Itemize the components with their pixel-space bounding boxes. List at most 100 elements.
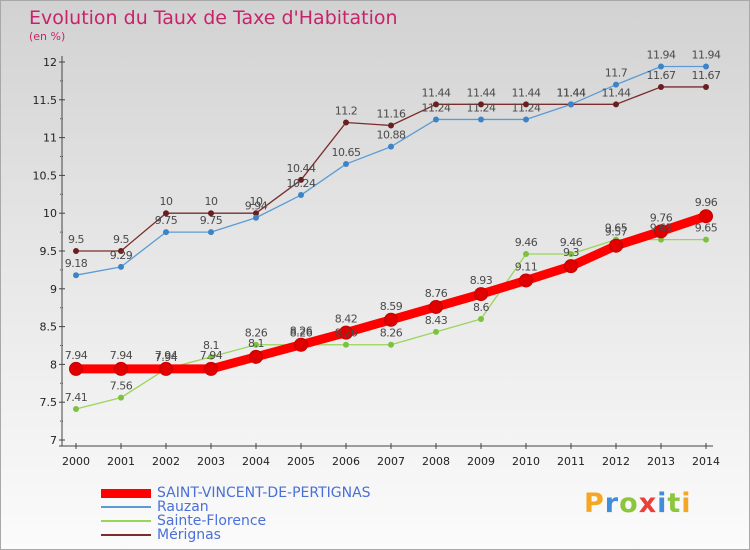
y-tick-label: 7.5 (40, 396, 58, 409)
data-point (433, 101, 439, 108)
data-label: 9.18 (65, 257, 88, 270)
data-label: 10.44 (287, 162, 316, 175)
x-tick-label: 2006 (332, 455, 360, 468)
data-point (118, 394, 124, 401)
x-tick-label: 2001 (107, 455, 135, 468)
data-label: 11.67 (692, 69, 721, 82)
legend-label: Mérignas (157, 527, 221, 543)
data-label: 8.26 (290, 327, 313, 340)
data-point (654, 224, 668, 239)
data-label: 10 (250, 195, 263, 208)
data-point (699, 209, 713, 224)
data-point (204, 361, 218, 376)
data-label: 11.24 (467, 101, 496, 114)
data-label: 9.65 (695, 222, 718, 235)
y-tick-label: 7 (50, 434, 57, 447)
data-point (433, 328, 439, 335)
x-tick-label: 2003 (197, 455, 225, 468)
logo-letter: r (604, 488, 620, 519)
data-label: 9.5 (113, 233, 129, 246)
logo-letter: i (657, 488, 668, 519)
data-point (69, 361, 83, 376)
data-label: 8.26 (290, 325, 313, 338)
legend-swatch (101, 506, 151, 508)
data-label: 11.44 (557, 86, 586, 99)
data-point (474, 287, 488, 302)
data-point (433, 116, 439, 123)
x-tick-label: 2014 (692, 455, 720, 468)
y-tick-label: 9.5 (40, 245, 58, 258)
data-label: 9.3 (563, 246, 579, 259)
y-tick-label: 10.5 (33, 169, 58, 182)
data-point (613, 81, 619, 88)
data-label: 8.93 (470, 274, 493, 287)
data-point (208, 353, 214, 360)
data-label: 11.7 (605, 67, 628, 80)
data-point (658, 63, 664, 70)
data-point (298, 192, 304, 199)
logo-letter: P (584, 488, 605, 519)
data-label: 9.29 (110, 249, 133, 262)
data-label: 9.65 (605, 222, 628, 235)
data-point (478, 116, 484, 123)
data-label: 8.26 (380, 327, 403, 340)
data-point (294, 337, 308, 352)
x-tick-label: 2012 (602, 455, 630, 468)
chart-legend: SAINT-VINCENT-DE-PERTIGNAS Rauzan Sainte-F… (101, 486, 371, 542)
data-label: 11.44 (467, 86, 496, 99)
x-tick-label: 2010 (512, 455, 540, 468)
data-label: 7.94 (65, 349, 88, 362)
data-label: 9.5 (68, 233, 84, 246)
x-tick-label: 2000 (62, 455, 90, 468)
data-label: 9.46 (560, 236, 583, 249)
data-label: 7.94 (155, 351, 178, 364)
x-tick-label: 2011 (557, 455, 585, 468)
data-label: 9.46 (515, 236, 538, 249)
data-point (73, 406, 79, 413)
data-label: 11.94 (692, 49, 721, 62)
data-label: 8.26 (335, 327, 358, 340)
legend-label: Sainte-Florence (157, 513, 267, 529)
proxiti-logo: Proxiti (584, 488, 692, 519)
data-label: 11.44 (512, 86, 541, 99)
data-label: 7.94 (110, 349, 133, 362)
x-tick-label: 2008 (422, 455, 450, 468)
y-tick-label: 12 (43, 56, 57, 69)
data-label: 9.57 (605, 226, 628, 239)
legend-item: Sainte-Florence (101, 514, 371, 528)
data-label: 7.94 (155, 349, 178, 362)
data-label: 9.96 (695, 196, 718, 209)
data-label: 9.65 (650, 222, 673, 235)
data-label: 8.59 (380, 300, 403, 313)
data-label: 10.65 (332, 146, 361, 159)
data-point (253, 210, 259, 217)
data-point (384, 312, 398, 327)
data-label: 9.75 (200, 214, 223, 227)
data-point (523, 101, 529, 108)
logo-letter: x (638, 488, 658, 519)
data-label: 11.44 (602, 86, 631, 99)
logo-letter: t (667, 488, 682, 519)
data-label: 8.42 (335, 313, 358, 326)
data-point (343, 119, 349, 126)
y-tick-label: 8 (50, 358, 57, 371)
data-label: 8.43 (425, 314, 448, 327)
data-point (73, 272, 79, 279)
x-tick-label: 2002 (152, 455, 180, 468)
data-point (609, 238, 623, 253)
y-tick-label: 8.5 (40, 321, 58, 334)
legend-item: SAINT-VINCENT-DE-PERTIGNAS (101, 486, 371, 500)
data-point (523, 116, 529, 123)
data-label: 9.11 (515, 260, 538, 273)
data-point (523, 251, 529, 258)
data-point (568, 101, 574, 108)
data-point (429, 299, 443, 314)
data-point (163, 210, 169, 217)
data-label: 10.88 (377, 129, 406, 142)
legend-label: SAINT-VINCENT-DE-PERTIGNAS (157, 485, 371, 501)
data-label: 9.75 (155, 214, 178, 227)
data-point (163, 229, 169, 236)
data-label: 11.44 (557, 86, 586, 99)
data-point (388, 143, 394, 150)
